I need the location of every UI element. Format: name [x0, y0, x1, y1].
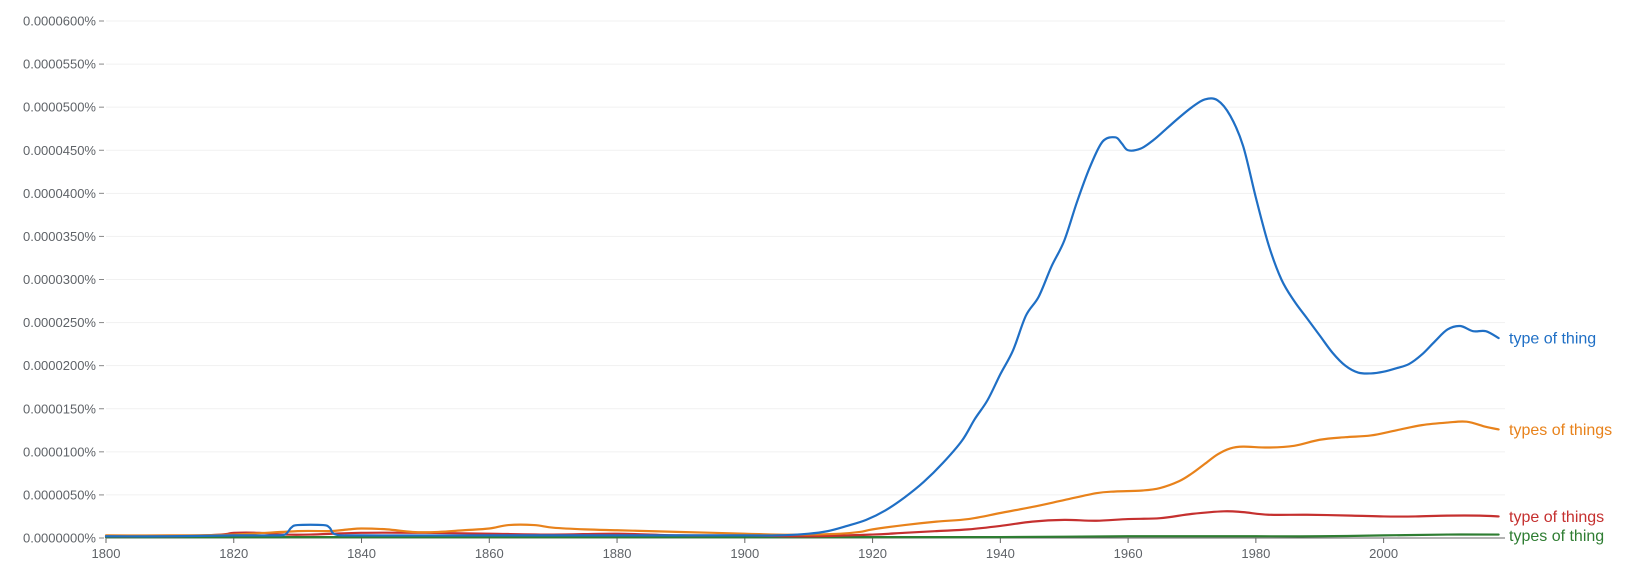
series-line-type-of-thing[interactable]	[104, 97, 1500, 538]
x-tick-label: 1960	[1114, 546, 1143, 561]
y-tick-label: 0.0000200%	[23, 358, 96, 373]
series-lines	[104, 97, 1500, 539]
x-tick-label: 1940	[986, 546, 1015, 561]
x-tick-label: 1880	[603, 546, 632, 561]
y-tick-label: 0.0000300%	[23, 272, 96, 287]
y-tick-label: 0.0000100%	[23, 444, 96, 459]
y-tick-label: 0.0000150%	[23, 401, 96, 416]
series-label-types-of-thing[interactable]: types of thing	[1509, 528, 1604, 545]
series-label-type-of-things[interactable]: type of things	[1509, 509, 1604, 526]
y-tick-label: 0.0000250%	[23, 315, 96, 330]
x-tick-label: 1820	[219, 546, 248, 561]
y-tick-label: 0.0000050%	[23, 487, 96, 502]
series-label-type-of-thing[interactable]: type of thing	[1509, 331, 1596, 348]
grid-lines	[106, 20, 1505, 539]
series-line-types-of-things[interactable]	[104, 420, 1500, 537]
x-tick-label: 1920	[858, 546, 887, 561]
y-tick-label: 0.0000450%	[23, 143, 96, 158]
x-tick-label: 1860	[475, 546, 504, 561]
series-line-type-of-things[interactable]	[104, 510, 1500, 538]
y-tick-label: 0.0000500%	[23, 100, 96, 115]
y-tick-label: 0.0000350%	[23, 229, 96, 244]
x-axis: 1800 1820 1840 1860 1880 1900 1920 1940 1960 1980…	[92, 537, 1505, 561]
series-label-types-of-things[interactable]: types of things	[1509, 422, 1612, 439]
x-tick-label: 1800	[92, 546, 121, 561]
x-tick-label: 1840	[347, 546, 376, 561]
y-axis: 0.0000000% 0.0000050% 0.0000100% 0.0000150%…	[23, 14, 104, 546]
x-tick-label: 1900	[730, 546, 759, 561]
x-tick-label: 1980	[1241, 546, 1270, 561]
x-tick-label: 2000	[1369, 546, 1398, 561]
series-line-types-of-thing[interactable]	[104, 533, 1500, 539]
y-tick-label: 0.0000600%	[23, 14, 96, 29]
series-labels: type of thing types of things type of thin…	[1509, 331, 1612, 545]
y-tick-label: 0.0000400%	[23, 186, 96, 201]
y-tick-label: 0.0000550%	[23, 57, 96, 72]
y-tick-label: 0.0000000%	[23, 531, 96, 546]
